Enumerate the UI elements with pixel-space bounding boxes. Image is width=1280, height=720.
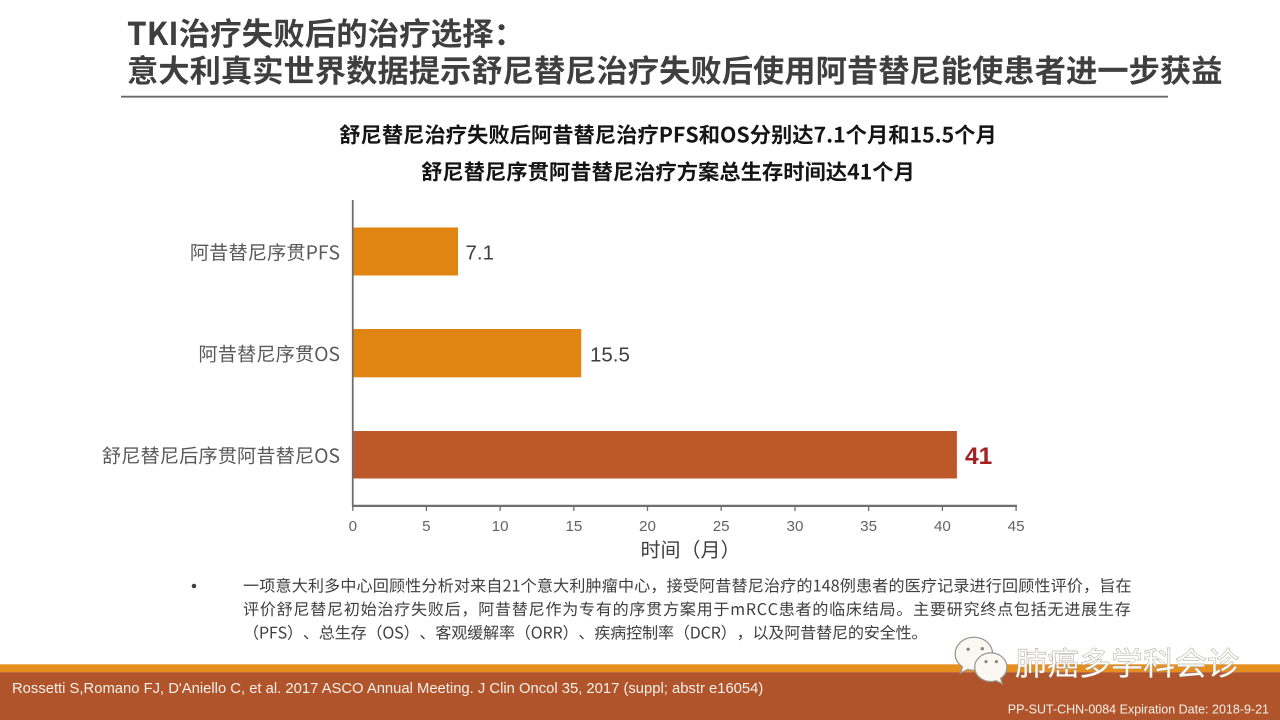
svg-text:Rossetti S,Romano FJ, D'Aniell: Rossetti S,Romano FJ, D'Aniello C, et al… xyxy=(12,681,763,697)
svg-text:PP-SUT-CHN-0084 Expiration Da: PP-SUT-CHN-0084 Expiration Date: 2018-9-… xyxy=(1008,703,1269,717)
svg-text:45: 45 xyxy=(1008,518,1025,535)
svg-text:35: 35 xyxy=(860,518,877,535)
svg-text:5: 5 xyxy=(422,518,430,535)
svg-text:10: 10 xyxy=(492,518,509,535)
svg-text:15: 15 xyxy=(565,518,582,535)
svg-text:0: 0 xyxy=(349,518,357,535)
svg-text:15.5: 15.5 xyxy=(590,343,630,366)
svg-text:20: 20 xyxy=(639,518,656,535)
svg-text:41: 41 xyxy=(965,443,992,470)
svg-text:25: 25 xyxy=(713,518,730,535)
svg-text:40: 40 xyxy=(934,518,951,535)
svg-text:30: 30 xyxy=(787,518,804,535)
svg-text:7.1: 7.1 xyxy=(466,241,495,264)
